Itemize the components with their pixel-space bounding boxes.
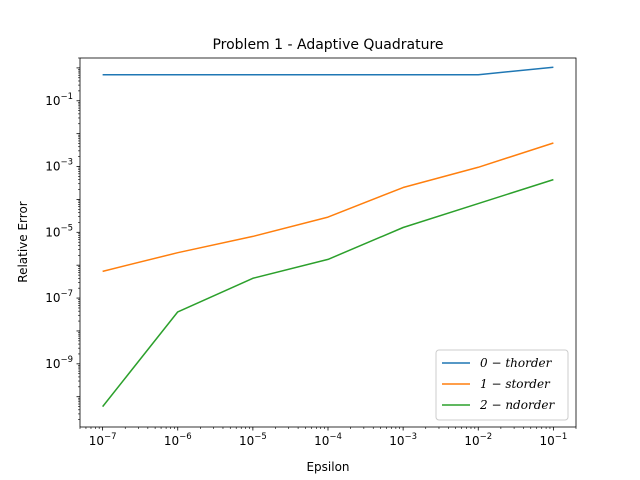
y-tick-label-exponent: −1	[60, 92, 73, 102]
x-tick-label: 10−2	[464, 432, 492, 448]
y-tick-label: 10−5	[45, 223, 73, 239]
x-tick-label-exponent: −3	[405, 432, 418, 442]
x-tick-label-exponent: −7	[104, 432, 117, 442]
y-tick-label-base: 10	[45, 225, 60, 239]
x-tick-label: 10−3	[389, 432, 417, 448]
legend: 0 − thorder 1 − storder 2 − ndorder	[435, 349, 569, 421]
chart-title: Problem 1 - Adaptive Quadrature	[212, 37, 443, 53]
y-tick-label: 10−3	[45, 158, 73, 174]
series-line-2	[102, 178, 554, 408]
x-axis-ticks: 10−7 10−6 10−5 10−4 10−3 10−2 10−1	[79, 427, 577, 448]
x-tick-label-exponent: −5	[254, 432, 267, 442]
series-line-1	[102, 142, 554, 273]
legend-label-1: 1 − storder	[480, 377, 551, 391]
y-tick-label-exponent: −5	[60, 223, 73, 233]
x-tick-label-exponent: −2	[480, 432, 493, 442]
x-tick-label: 10−4	[314, 432, 342, 448]
x-tick-label: 10−1	[539, 432, 567, 448]
y-axis-ticks: 10−910−710−510−310−1	[45, 57, 80, 421]
y-tick-label: 10−1	[45, 92, 73, 108]
legend-label-2: 2 − ndorder	[479, 398, 555, 412]
x-tick-label-exponent: −1	[555, 432, 568, 442]
x-tick-label-exponent: −4	[329, 432, 342, 442]
x-tick-label-base: 10	[89, 434, 104, 448]
y-tick-label-exponent: −9	[60, 355, 73, 365]
series-line-0	[102, 66, 554, 76]
x-tick-label: 10−5	[239, 432, 267, 448]
y-tick-label-base: 10	[45, 291, 60, 305]
x-tick-label-base: 10	[164, 434, 179, 448]
y-tick-label-exponent: −7	[60, 289, 73, 299]
plot-lines	[102, 66, 554, 408]
y-tick-label-base: 10	[45, 357, 60, 371]
legend-label-0: 0 − thorder	[480, 356, 553, 370]
x-axis-label: Epsilon	[306, 460, 349, 474]
x-tick-label-base: 10	[389, 434, 404, 448]
x-tick-label-base: 10	[314, 434, 329, 448]
y-tick-label-exponent: −3	[60, 158, 73, 168]
y-axis-label: Relative Error	[16, 201, 30, 283]
x-tick-label-base: 10	[464, 434, 479, 448]
x-tick-label: 10−7	[89, 432, 117, 448]
y-tick-label-base: 10	[45, 94, 60, 108]
y-tick-label: 10−7	[45, 289, 73, 305]
x-tick-label-base: 10	[539, 434, 554, 448]
x-tick-label-base: 10	[239, 434, 254, 448]
y-tick-label: 10−9	[45, 355, 73, 371]
legend-box	[435, 349, 569, 421]
x-tick-label: 10−6	[164, 432, 192, 448]
x-tick-label-exponent: −6	[179, 432, 192, 442]
y-tick-label-base: 10	[45, 160, 60, 174]
